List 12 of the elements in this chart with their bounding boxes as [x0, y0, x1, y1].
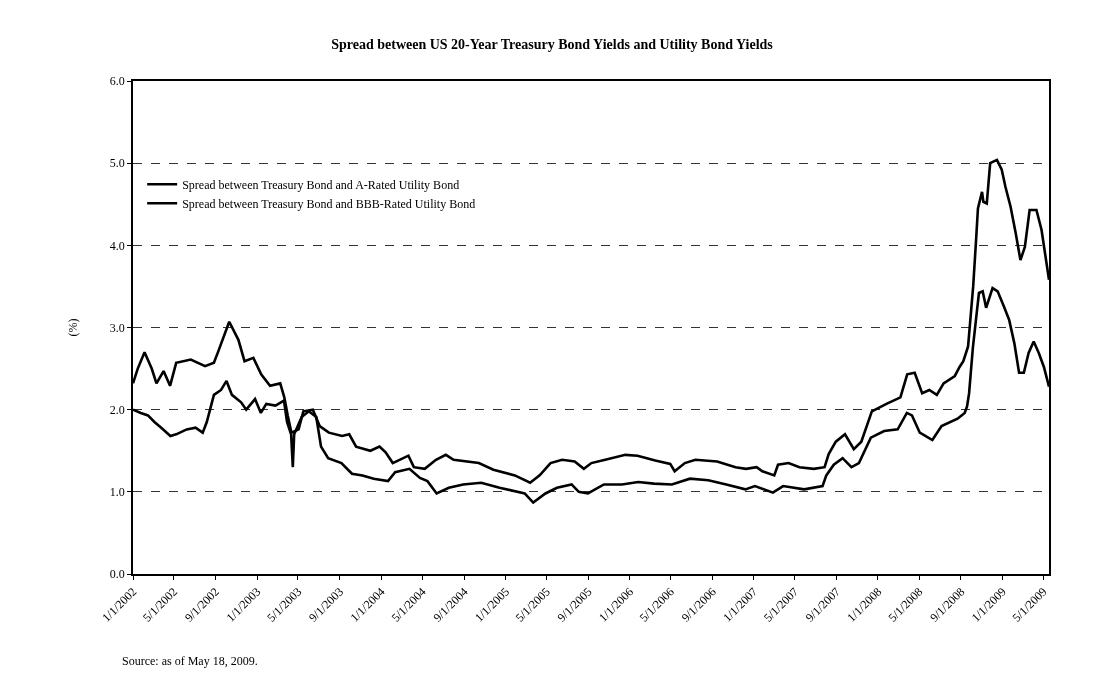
y-tick-label: 0.0 [109, 567, 125, 582]
y-tick-label: 5.0 [109, 156, 125, 171]
legend-label: Spread between Treasury Bond and A-Rated Utility Bond [182, 177, 460, 192]
y-tick-label: 1.0 [109, 485, 125, 500]
y-tick-label: 2.0 [109, 402, 125, 417]
chart-title: Spread between US 20-Year Treasury Bond Yields and Utility Bond Yields [331, 36, 774, 52]
source-note: Source: as of May 18, 2009. [122, 654, 258, 668]
y-tick-label: 6.0 [109, 74, 125, 89]
legend-label: Spread between Treasury Bond and BBB-Rated Utility Bond [182, 196, 476, 211]
y-axis-title: (%) [65, 318, 80, 337]
y-tick-label: 3.0 [109, 320, 125, 335]
y-tick-label: 4.0 [109, 238, 125, 253]
